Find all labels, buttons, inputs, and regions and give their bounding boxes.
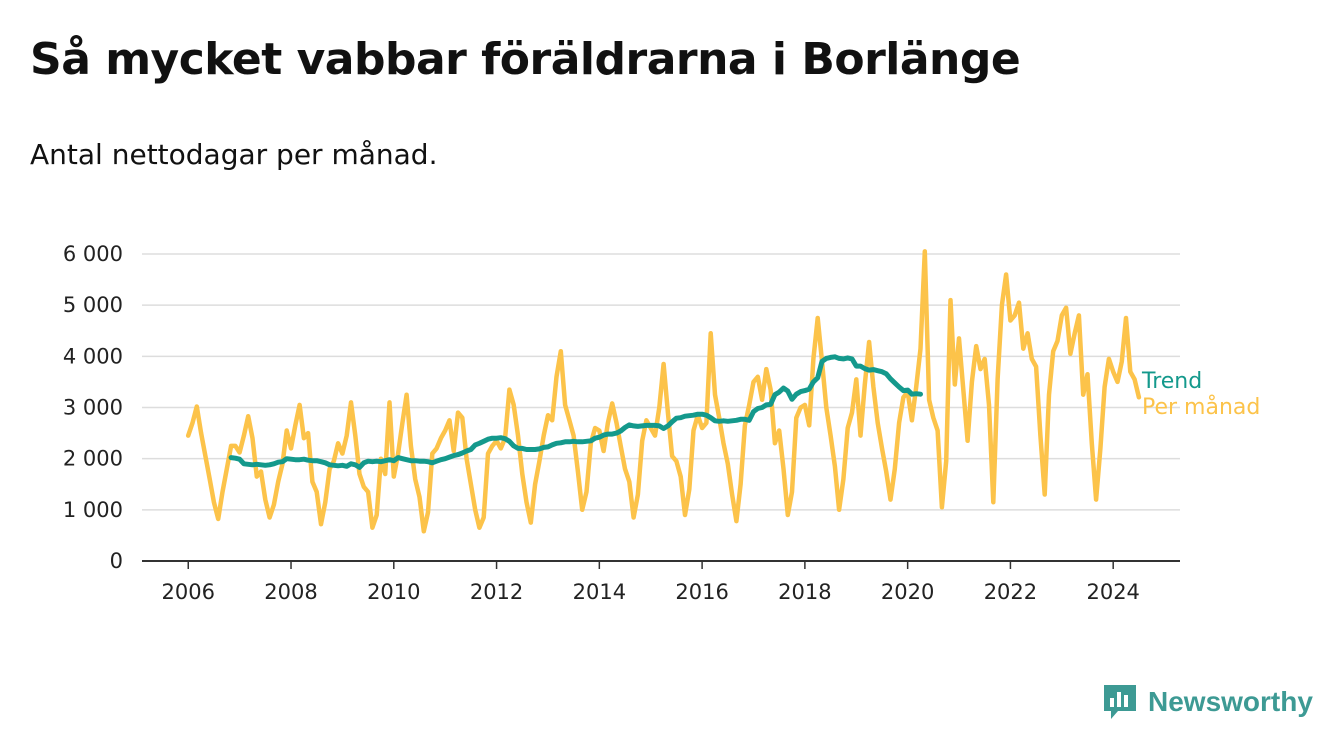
x-tick-label: 2010	[367, 580, 420, 604]
chart-subtitle: Antal nettodagar per månad.	[30, 138, 438, 171]
x-tick-label: 2014	[573, 580, 626, 604]
x-tick-label: 2020	[881, 580, 934, 604]
y-tick-label: 4 000	[63, 344, 123, 368]
legend-label-trend: Trend	[1141, 369, 1202, 394]
x-tick-label: 2018	[778, 580, 831, 604]
x-tick-label: 2024	[1086, 580, 1139, 604]
y-tick-label: 5 000	[63, 293, 123, 317]
x-tick-label: 2008	[264, 580, 317, 604]
x-tick-label: 2016	[675, 580, 728, 604]
y-tick-label: 3 000	[63, 396, 123, 420]
bar-chart-speech-bubble-icon	[1104, 685, 1136, 719]
legend-label-per-manad: Per månad	[1142, 394, 1260, 420]
y-tick-label: 2 000	[63, 447, 123, 471]
x-axis-ticks: 2006 2008 2010 2012 2014 2016 2018 2020 2022 2024	[162, 561, 1140, 604]
y-tick-label: 1 000	[63, 498, 123, 522]
chart-title: Så mycket vabbar föräldrarna i Borlänge	[30, 34, 1021, 85]
x-tick-label: 2006	[162, 580, 215, 604]
series-lines	[185, 249, 1142, 534]
brand-logo: Newsworthy	[1102, 683, 1313, 721]
x-tick-label: 2012	[470, 580, 523, 604]
series-line-per-manad	[185, 249, 1142, 534]
series-line-trend	[228, 354, 923, 470]
y-tick-label: 6 000	[63, 242, 123, 266]
brand-name: Newsworthy	[1148, 686, 1313, 717]
y-axis-ticks: 0 1 000 2 000 3 000 4 000 5 000 6 000	[63, 242, 123, 573]
x-tick-label: 2022	[984, 580, 1037, 604]
y-tick-label: 0	[110, 549, 123, 573]
